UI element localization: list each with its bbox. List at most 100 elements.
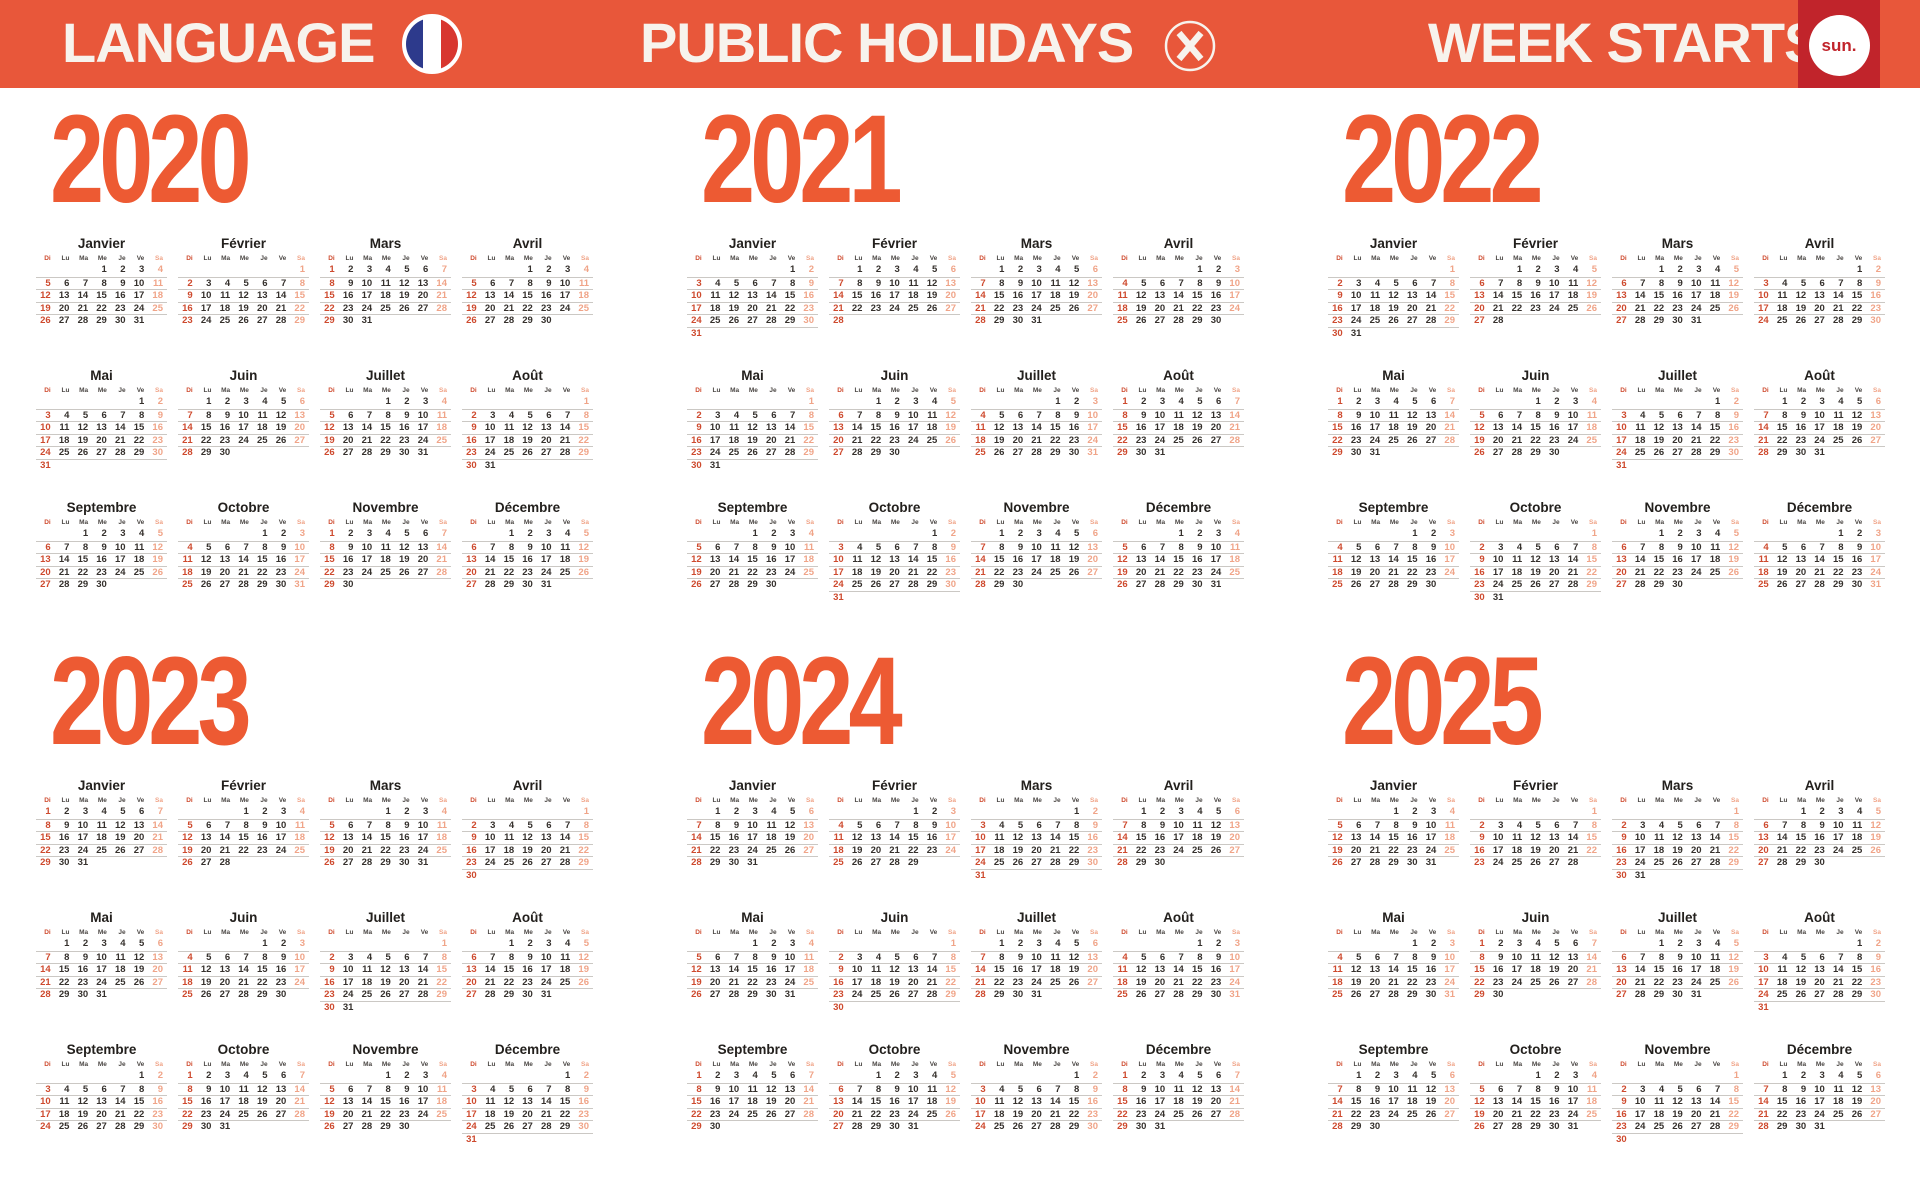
day-cell: 11 [1710, 277, 1721, 289]
weekday-header: Ma [505, 255, 515, 262]
week-row: 28 29 30 31 [971, 314, 1102, 327]
day-cell: 15 [96, 290, 107, 301]
day-cell: 13 [58, 290, 70, 301]
weekday-header-row: Di Lu Ma Me Je Ve Sa [1328, 928, 1459, 938]
week-row: 9 10 11 12 13 14 15 [462, 831, 593, 844]
day-cell: 24 [1229, 302, 1240, 314]
month-juin-2023: Juin Di Lu Ma Me Je Ve Sa 1 2 3 4 5 6 7 8 9 10 11 12 13 14 15 1… [178, 910, 309, 1042]
day-cell: 1 [1197, 938, 1203, 950]
day-cell: 16 [1814, 832, 1825, 843]
day-cell: 20 [1012, 434, 1024, 446]
weekday-header-row: Di Lu Ma Me Je Ve Sa [687, 254, 818, 264]
day-cell: 28 [1832, 315, 1844, 326]
day-cell: 6 [1479, 277, 1485, 289]
day-cell: 15 [1851, 964, 1863, 975]
week-row: 9 10 11 12 13 14 15 [1470, 553, 1601, 566]
weekday-header: Lu [712, 387, 721, 394]
weekday-header: Je [1195, 255, 1203, 262]
day-cell: 11 [1635, 422, 1646, 433]
day-cell: 19 [691, 566, 702, 578]
day-cell: 16 [1350, 422, 1362, 433]
weekday-header: Ma [1797, 929, 1807, 936]
day-cell: 17 [1154, 1096, 1166, 1107]
day-cell: 22 [1795, 844, 1807, 856]
day-cell: 29 [324, 315, 335, 326]
day-cell: 15 [1586, 832, 1597, 843]
weekday-header: Me [1815, 255, 1825, 262]
day-cell: 2 [224, 396, 231, 408]
weekday-header: Ve [1570, 519, 1579, 526]
weekday-header-row: Di Lu Ma Me Je Ve Sa [971, 254, 1102, 264]
day-cell: 25 [1653, 857, 1665, 868]
day-cell: 18 [765, 832, 777, 843]
day-cell: 20 [1031, 844, 1042, 856]
weekday-header: Me [239, 929, 249, 936]
weekday-header-row: Di Lu Ma Me Je Ve Sa [1470, 386, 1601, 396]
day-cell: 14 [1634, 290, 1646, 301]
day-cell: 20 [540, 434, 552, 446]
day-cell: 12 [1012, 832, 1024, 843]
day-cell: 9 [1498, 951, 1504, 963]
day-cell: 13 [1690, 1096, 1702, 1107]
weekday-header: Lu [487, 255, 496, 262]
weekday-header: Sa [948, 797, 956, 804]
month-title: Mai [90, 910, 113, 925]
day-cell: 20 [540, 844, 552, 856]
month-title: Décembre [1145, 500, 1212, 515]
day-cell: 24 [1492, 857, 1504, 868]
day-cell: 14 [294, 1083, 305, 1095]
day-cell: 7 [1449, 396, 1455, 408]
day-cell: 28 [907, 579, 919, 590]
day-cell: 16 [1870, 290, 1881, 301]
day-cell: 30 [765, 989, 777, 1000]
day-cell: 28 [503, 315, 515, 326]
week-row: 22 23 24 25 26 27 28 [320, 565, 451, 579]
day-cell: 30 [1672, 315, 1683, 326]
day-cell: 12 [1672, 1096, 1683, 1107]
day-cell: 22 [1444, 302, 1455, 314]
day-cell: 27 [709, 579, 721, 590]
day-cell: 25 [1586, 434, 1597, 446]
day-cell: 5 [696, 541, 702, 553]
day-cell: 28 [1634, 315, 1646, 326]
day-cell: 16 [803, 290, 814, 301]
week-row: 29 30 31 [1328, 446, 1459, 459]
month-title: Octobre [217, 500, 270, 515]
day-cell: 18 [870, 976, 882, 988]
flag-white-stripe [423, 18, 441, 70]
week-row: 30 [1612, 1132, 1743, 1146]
day-cell: 14 [1117, 832, 1128, 843]
week-row: 17 18 19 20 21 22 23 [1612, 433, 1743, 447]
day-cell: 31 [466, 1133, 477, 1145]
day-cell: 20 [1870, 1096, 1881, 1107]
months-grid: Janvier Di Lu Ma Me Je Ve Sa 1 2 3 4 5 6 7 8 9 10 11 12 13 14… [36, 236, 593, 632]
day-cell: 26 [1474, 447, 1485, 458]
day-cell: 21 [1229, 1096, 1240, 1107]
weekday-header: Je [1552, 387, 1560, 394]
day-cell: 7 [64, 541, 70, 553]
day-cell: 8 [385, 409, 391, 421]
day-cell: 13 [870, 832, 882, 843]
day-cell: 3 [1696, 938, 1702, 950]
day-cell: 8 [789, 277, 796, 289]
day-cell: 31 [540, 989, 552, 1000]
day-cell: 9 [1374, 1083, 1381, 1095]
day-cell: 21 [1709, 844, 1721, 856]
day-cell: 19 [784, 832, 796, 843]
day-cell: 13 [200, 832, 212, 843]
day-cell: 19 [1191, 1096, 1203, 1107]
weekday-header: Sa [155, 929, 163, 936]
weekday-header: Lu [345, 1061, 354, 1068]
day-cell: 21 [152, 832, 163, 843]
day-cell: 12 [1586, 277, 1597, 289]
day-cell: 29 [256, 579, 268, 590]
day-cell: 1 [138, 396, 145, 408]
day-cell: 27 [889, 579, 900, 590]
week-row: 12 13 14 15 16 17 18 [687, 963, 818, 976]
week-starts-label: WEEK STARTS [1428, 11, 1821, 75]
day-cell: 30 [96, 579, 107, 590]
day-cell: 4 [441, 1070, 447, 1082]
day-cell: 26 [945, 434, 956, 446]
day-cell: 1 [1782, 396, 1788, 408]
